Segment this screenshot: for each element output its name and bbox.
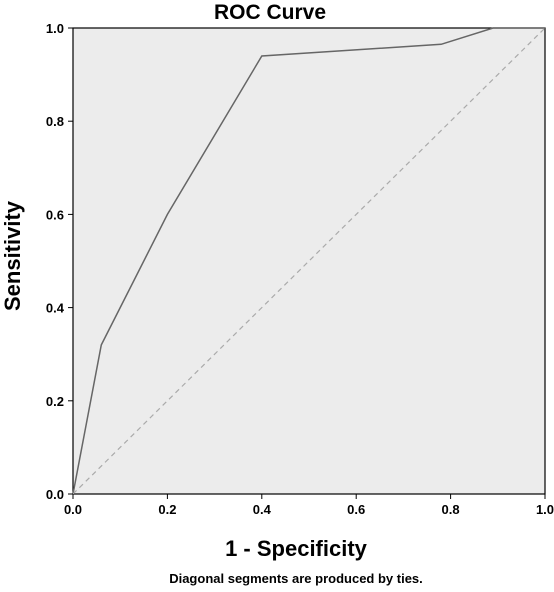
y-tick-label: 0.0 — [46, 487, 64, 502]
x-tick-label: 0.2 — [158, 502, 176, 517]
chart-footnote: Diagonal segments are produced by ties. — [169, 571, 423, 586]
x-axis-ticks: 0.0 0.2 0.4 0.6 0.8 1.0 — [64, 494, 554, 517]
reference-diagonal-line — [72, 27, 546, 495]
x-tick-label: 1.0 — [536, 502, 554, 517]
x-tick-label: 0.4 — [253, 502, 272, 517]
series-layer — [72, 27, 546, 495]
y-axis-label: Sensitivity — [0, 200, 25, 311]
y-tick-label: 0.2 — [46, 394, 64, 409]
x-tick-label: 0.0 — [64, 502, 82, 517]
y-axis-ticks: 0.0 0.2 0.4 0.6 0.8 1.0 — [46, 21, 73, 502]
x-tick-label: 0.8 — [442, 502, 460, 517]
y-tick-label: 1.0 — [46, 21, 64, 36]
y-tick-label: 0.6 — [46, 207, 64, 222]
roc-curve-line — [72, 27, 545, 495]
chart-title: ROC Curve — [214, 1, 326, 24]
x-axis-label: 1 - Specificity — [225, 536, 368, 561]
x-tick-label: 0.6 — [347, 502, 365, 517]
y-tick-label: 0.4 — [46, 301, 65, 316]
y-tick-label: 0.8 — [46, 114, 64, 129]
